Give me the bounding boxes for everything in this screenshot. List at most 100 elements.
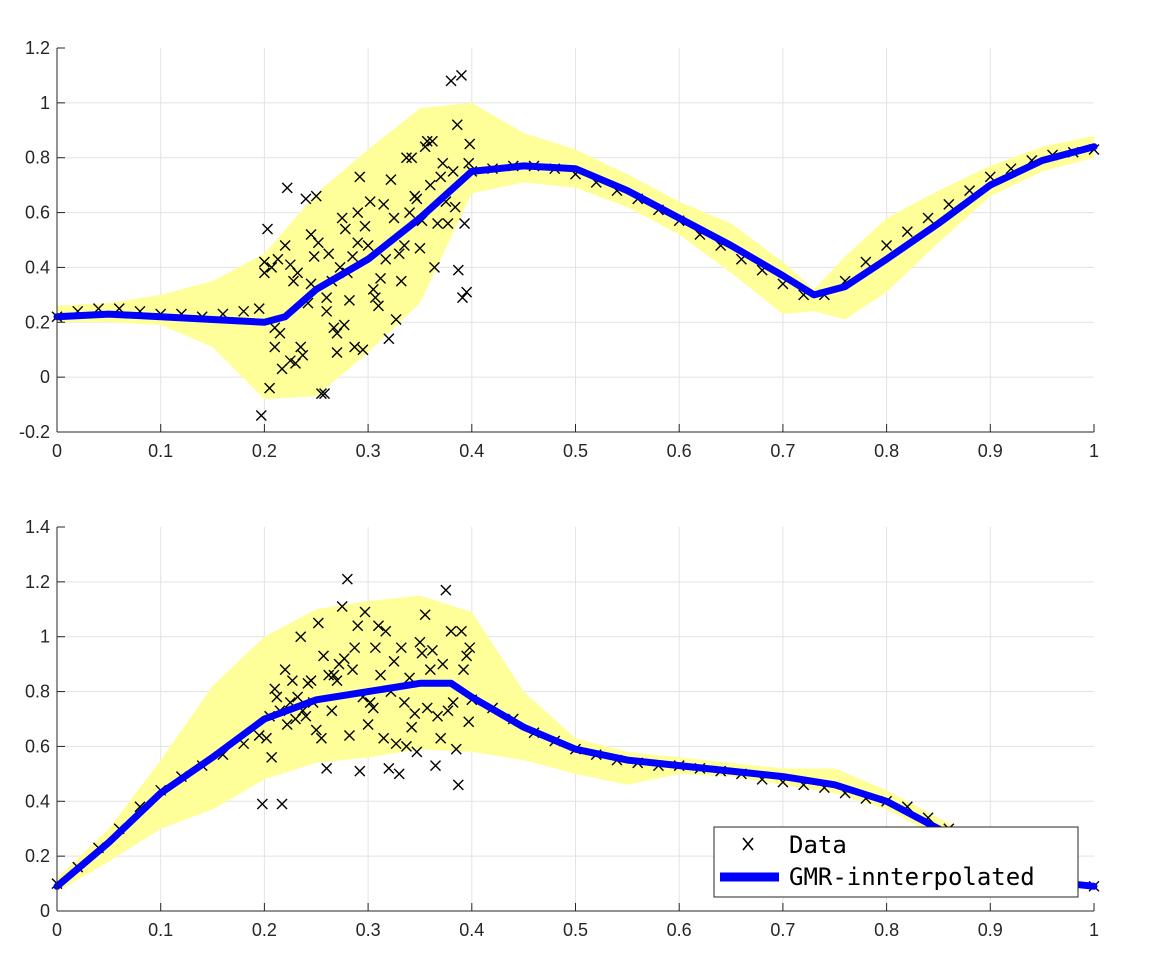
data-point (269, 683, 281, 695)
data-point (338, 653, 350, 665)
data-point (372, 300, 384, 312)
x-tick-label: 0.1 (148, 920, 173, 940)
y-tick-label: 1 (40, 93, 50, 113)
data-point (943, 198, 955, 210)
data-point (349, 341, 361, 353)
data-point (279, 239, 291, 251)
data-point (447, 697, 459, 709)
y-tick-label: 0.4 (25, 791, 50, 811)
data-point (414, 636, 426, 648)
x-tick-label: 0.2 (252, 441, 277, 461)
legend-box (713, 826, 1079, 898)
x-tick-label: 1 (1089, 920, 1099, 940)
data-point (419, 609, 431, 621)
data-point (424, 664, 436, 676)
gmr-line (53, 143, 1098, 326)
data-point (421, 702, 433, 714)
data-point (269, 341, 281, 353)
data-point (262, 223, 274, 235)
data-point (461, 286, 473, 298)
y-tick-label: 0.2 (25, 846, 50, 866)
data-point (369, 292, 381, 304)
legend-marker-data (742, 837, 754, 851)
data-point (456, 292, 468, 304)
data-point (442, 705, 454, 717)
data-point (445, 75, 457, 87)
data-point (383, 762, 395, 774)
data-point (359, 606, 371, 618)
data-point (276, 798, 288, 810)
x-tick-label: 0.8 (874, 441, 899, 461)
y-tick-label: 1 (40, 627, 50, 647)
data-point (362, 239, 374, 251)
data-point (901, 226, 913, 238)
x-tick-label: 0.9 (978, 441, 1003, 461)
data-point (279, 664, 291, 676)
data-point (388, 212, 400, 224)
data-point (416, 647, 428, 659)
data-point (300, 193, 312, 205)
data-point (336, 212, 348, 224)
data-point (421, 135, 433, 147)
x-tick-label: 0 (52, 920, 62, 940)
data-point (347, 664, 359, 676)
data-point (352, 237, 364, 249)
data-point (272, 253, 284, 265)
data-point (339, 223, 351, 235)
y-tick-label: 0 (40, 901, 50, 921)
data-point (281, 718, 293, 730)
data-point (238, 305, 250, 317)
data-point (315, 388, 327, 400)
data-point (411, 746, 423, 758)
data-point (860, 256, 872, 268)
x-tick-label: 0.6 (667, 920, 692, 940)
data-point (287, 275, 299, 287)
data-point (455, 69, 467, 81)
legend-label-data: Data (789, 831, 847, 859)
data-point (323, 669, 335, 681)
x-tick-label: 0.7 (770, 441, 795, 461)
data-point (398, 239, 410, 251)
data-point (437, 658, 449, 670)
data-point (411, 193, 423, 205)
data-point (393, 768, 405, 780)
data-point (253, 729, 265, 741)
data-point (352, 207, 364, 219)
y-tick-label: 0.8 (25, 148, 50, 168)
data-point (459, 218, 471, 230)
data-point (404, 207, 416, 219)
data-point (349, 642, 361, 654)
x-tick-label: 0.7 (770, 920, 795, 940)
y-tick-label: 0.2 (25, 312, 50, 332)
legend-label-gmr: GMR-innterpolated (789, 863, 1035, 891)
confidence-band (57, 102, 1094, 400)
data-point (398, 697, 410, 709)
data-point (310, 724, 322, 736)
data-point (383, 333, 395, 345)
data-point (385, 174, 397, 186)
data-point (393, 248, 405, 260)
data-point (354, 171, 366, 183)
gmr-line (53, 679, 1098, 890)
y-tick-label: 0.6 (25, 203, 50, 223)
data-point (341, 573, 353, 585)
x-tick-label: 0.4 (459, 441, 484, 461)
data-point (315, 732, 327, 744)
data-point (328, 669, 340, 681)
data-point (432, 710, 444, 722)
data-point (432, 218, 444, 230)
data-point (281, 182, 293, 194)
data-point (336, 601, 348, 613)
data-point (271, 691, 283, 703)
data-point (414, 242, 426, 254)
data-point (312, 617, 324, 629)
x-tick-label: 0.8 (874, 920, 899, 940)
data-point (343, 294, 355, 306)
data-point (258, 267, 270, 279)
data-point (286, 675, 298, 687)
y-tick-label: -0.2 (19, 422, 50, 442)
data-point (458, 664, 469, 676)
data-point (437, 157, 449, 169)
data-point (395, 642, 407, 654)
data-point (292, 691, 304, 703)
